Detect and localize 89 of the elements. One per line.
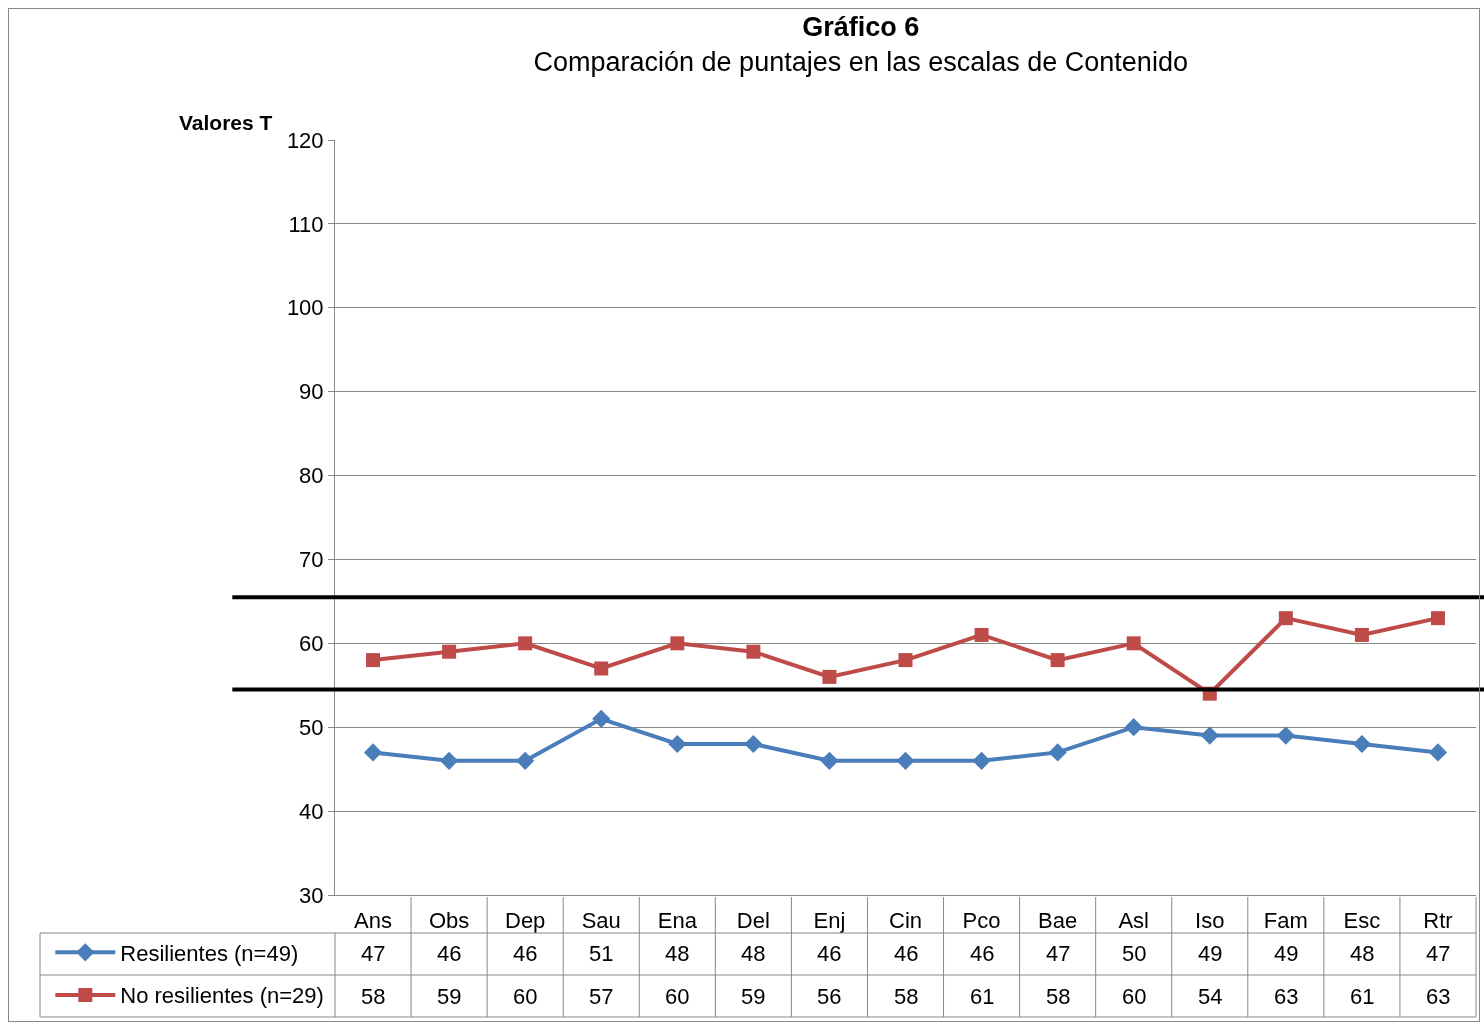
data-label: 47 <box>1046 941 1071 966</box>
legend-label: Resilientes (n=49) <box>120 940 299 966</box>
y-tick-label: 110 <box>288 211 324 237</box>
point <box>366 653 381 668</box>
x-tick-label: Rtr <box>1423 908 1453 934</box>
point <box>363 743 383 762</box>
data-label: 60 <box>665 984 690 1009</box>
data-label: 48 <box>1350 941 1375 966</box>
point <box>822 669 837 684</box>
data-label: 51 <box>589 941 614 966</box>
point <box>668 734 687 754</box>
data-label: 59 <box>741 984 766 1009</box>
y-tick-label: 90 <box>299 379 324 405</box>
data-label: 54 <box>1198 984 1223 1009</box>
point <box>1050 653 1065 668</box>
x-tick-label: Cin <box>888 908 923 934</box>
data-label: 57 <box>589 984 614 1009</box>
point <box>1276 726 1295 745</box>
y-tick-label: 100 <box>286 295 324 321</box>
x-tick-label: Dep <box>504 908 546 934</box>
data-label: 50 <box>1122 941 1147 966</box>
point <box>1126 636 1141 651</box>
x-tick-label: Bae <box>1038 908 1078 934</box>
point <box>972 751 991 770</box>
data-label: 46 <box>817 941 842 966</box>
chart-subtitle: Comparación de puntajes en las escalas de Contenido <box>533 47 1188 78</box>
point <box>896 751 915 770</box>
data-label: 61 <box>1350 984 1375 1009</box>
chart-title: Gráfico 6 <box>802 11 920 42</box>
data-label: 46 <box>437 941 462 966</box>
x-tick-label: Ena <box>657 908 698 934</box>
point <box>1354 627 1369 642</box>
y-axis-title: Valores T <box>179 111 273 134</box>
y-tick-label: 80 <box>299 463 324 489</box>
y-tick-label: 50 <box>299 714 324 740</box>
data-label: 60 <box>1122 984 1147 1009</box>
data-label: 63 <box>1274 984 1299 1009</box>
data-label: 58 <box>361 984 386 1009</box>
y-tick-label: 120 <box>286 127 324 153</box>
x-tick-label: Obs <box>428 908 470 934</box>
data-label: 48 <box>741 941 766 966</box>
x-tick-label: Ans <box>354 908 392 934</box>
point <box>670 636 685 651</box>
data-label: 58 <box>894 984 919 1009</box>
data-label: 46 <box>970 941 995 966</box>
point <box>442 644 457 659</box>
data-label: 59 <box>437 984 462 1009</box>
y-tick-label: 40 <box>299 798 324 824</box>
data-label: 46 <box>513 941 538 966</box>
point <box>820 751 839 770</box>
point <box>898 653 913 668</box>
legend-label: No resilientes (n=29) <box>120 983 324 1009</box>
point <box>1278 611 1293 626</box>
point <box>594 661 609 676</box>
data-label: 60 <box>513 984 538 1009</box>
y-tick-label: 30 <box>299 882 324 908</box>
data-label: 56 <box>817 984 842 1009</box>
point <box>1048 743 1067 762</box>
data-label: 48 <box>665 941 690 966</box>
data-label: 47 <box>1426 941 1451 966</box>
point <box>1430 611 1445 626</box>
y-tick-label: 60 <box>299 631 324 657</box>
point <box>1200 726 1219 745</box>
point <box>744 734 763 754</box>
point <box>518 636 533 651</box>
point <box>516 751 535 770</box>
x-tick-label: Esc <box>1343 908 1381 934</box>
x-tick-label: Enj <box>813 908 846 934</box>
data-label: 49 <box>1198 941 1223 966</box>
x-tick-label: Pco <box>962 908 1001 934</box>
point <box>1352 734 1371 754</box>
data-label: 49 <box>1274 941 1299 966</box>
x-tick-label: Iso <box>1195 908 1225 934</box>
data-label: 58 <box>1046 984 1071 1009</box>
point <box>746 644 761 659</box>
x-tick-label: Fam <box>1263 908 1308 934</box>
x-tick-label: Sau <box>581 908 621 934</box>
data-label: 63 <box>1426 984 1451 1009</box>
point <box>1124 718 1143 737</box>
point <box>592 709 611 728</box>
data-label: 46 <box>894 941 919 966</box>
point <box>974 627 989 642</box>
x-tick-label: Asl <box>1118 908 1149 934</box>
point <box>1428 743 1448 762</box>
point <box>440 751 459 770</box>
data-label: 47 <box>361 941 386 966</box>
y-tick-label: 70 <box>299 547 324 573</box>
data-label: 61 <box>970 984 995 1009</box>
x-tick-label: Del <box>736 908 770 934</box>
